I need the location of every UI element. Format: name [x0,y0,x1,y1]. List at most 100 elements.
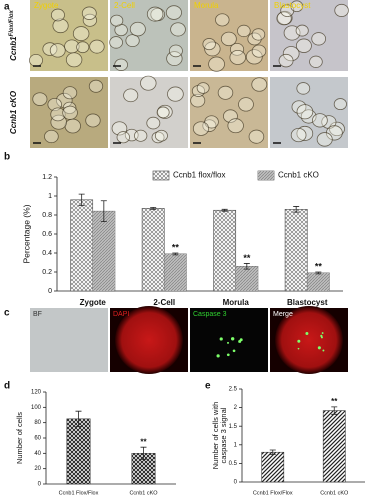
embryo [220,31,237,47]
y-tick-label: 0 [234,480,238,486]
error-bar [78,193,85,206]
y-tick-label: 2.5 [229,387,238,393]
panel-letter: b [4,152,10,163]
column-label: Morula [194,1,219,10]
y-tick-label: 60 [34,436,41,442]
image-label: Caspase 3 [193,311,227,318]
y-tick-label: 0 [38,482,42,488]
significance: ** [172,242,180,252]
embryo [62,101,77,115]
caspase-signal [238,339,242,343]
caspase-signal [297,339,301,343]
embryo [29,54,43,67]
error-bar [269,449,276,455]
nucleus-stain [275,306,343,374]
y-tick-label: 80 [34,420,41,426]
y-axis-label: caspase 3 signal [219,407,228,463]
embryo [62,86,78,100]
bar-hatch [323,410,346,482]
embryo [295,38,312,53]
caspase-signal [227,341,230,344]
caspase-signal [230,337,235,341]
y-tick-label: 1.5 [229,424,238,430]
embryo [251,77,268,92]
x-tick-label: Zygote [80,298,107,307]
y-tick-label: 100 [31,405,42,411]
embryo [309,55,323,68]
embryo [229,42,245,56]
embryo [125,34,140,48]
column-label: Zygote [34,1,59,10]
micrograph [270,77,348,148]
legend-label: Ccnb1 cKO [278,171,319,180]
x-tick-label: Ccnb1 cKO [320,490,349,496]
row-label-sup: Flox/Flox [9,9,15,36]
embryo [237,24,251,38]
micrograph [30,77,108,148]
embryo [129,21,146,37]
embryo [49,43,66,58]
embryo [56,92,73,108]
bar-hatch [131,453,156,484]
embryo [165,5,182,20]
caspase-signal [226,353,230,357]
embryo [295,24,309,37]
embryo [334,3,349,17]
panel-letter: e [205,381,211,392]
embryo [44,129,59,144]
embryo [238,97,254,112]
embryo [192,121,210,136]
micrograph [190,308,268,372]
embryo [114,58,128,71]
embryo [146,116,161,130]
y-tick-label: 40 [34,451,41,457]
embryo [109,36,123,49]
bar-hatch [164,253,187,291]
embryo [196,82,210,94]
embryo [217,85,234,100]
embryo [215,13,230,27]
y-tick-label: 0.4 [42,250,52,257]
embryo [296,82,311,95]
bar-hatch [92,211,115,291]
x-tick-label: Morula [223,298,250,307]
error-bar [221,208,228,212]
bar-hatch [213,210,236,291]
embryo [251,44,267,58]
y-tick-label: 2 [234,405,238,411]
x-tick-label: 2-Cell [153,298,175,307]
significance: ** [243,253,251,263]
embryo [110,14,124,27]
error-bar [140,446,147,460]
bar-hatch [142,208,165,291]
embryo [134,129,148,142]
embryo [296,104,314,120]
bar-hatch [261,452,284,482]
panel-letter: c [4,308,10,319]
y-tick-label: 1 [48,193,52,200]
embryo [123,88,139,103]
image-label: BF [33,311,42,318]
embryo [52,18,69,34]
embryo [276,11,292,26]
embryo [312,113,328,128]
y-tick-label: 0 [48,288,52,295]
y-tick-label: 0.2 [42,269,52,276]
legend-hatch [258,171,274,180]
embryo [146,6,164,22]
bar-hatch [70,199,93,291]
y-axis-label: Number of cells [15,412,24,464]
embryo [116,131,130,144]
embryo [296,125,314,141]
y-tick-label: 120 [31,390,42,396]
column-label: 2-Cell [114,1,135,10]
embryo [227,118,244,134]
y-axis-label: Percentage (%) [21,204,31,263]
column-label: Blastocyst [274,1,311,10]
error-bar [100,200,107,223]
y-tick-label: 0.8 [42,212,52,219]
embryo [223,109,238,123]
bar-hatch [66,418,91,484]
embryo [290,128,307,143]
image-label: DAPI [113,311,129,318]
